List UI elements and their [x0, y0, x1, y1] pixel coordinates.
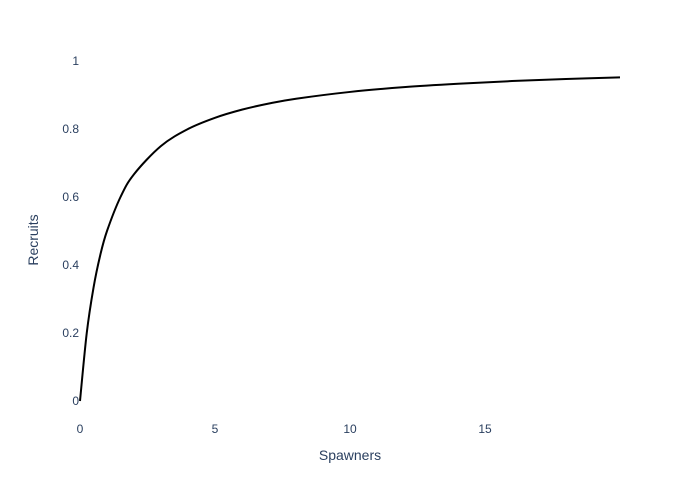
x-tick-label: 15	[478, 422, 492, 436]
y-tick-label: 0.8	[62, 122, 79, 136]
y-tick-label: 0.2	[62, 326, 79, 340]
y-tick-label: 0	[72, 394, 79, 408]
plot-area	[79, 76, 621, 402]
y-tick-label: 1	[72, 54, 79, 68]
x-axis-title: Spawners	[319, 447, 381, 463]
y-axis-ticks: 0 0.2 0.4 0.6 0.8 1	[62, 54, 79, 408]
y-tick-label: 0.4	[62, 258, 79, 272]
x-tick-label: 5	[212, 422, 219, 436]
x-tick-label: 0	[77, 422, 84, 436]
y-tick-label: 0.6	[62, 190, 79, 204]
x-axis-ticks: 0 5 10 15	[77, 422, 492, 436]
series-line	[79, 76, 621, 402]
y-axis-title: Recruits	[25, 214, 41, 265]
x-tick-label: 10	[343, 422, 357, 436]
